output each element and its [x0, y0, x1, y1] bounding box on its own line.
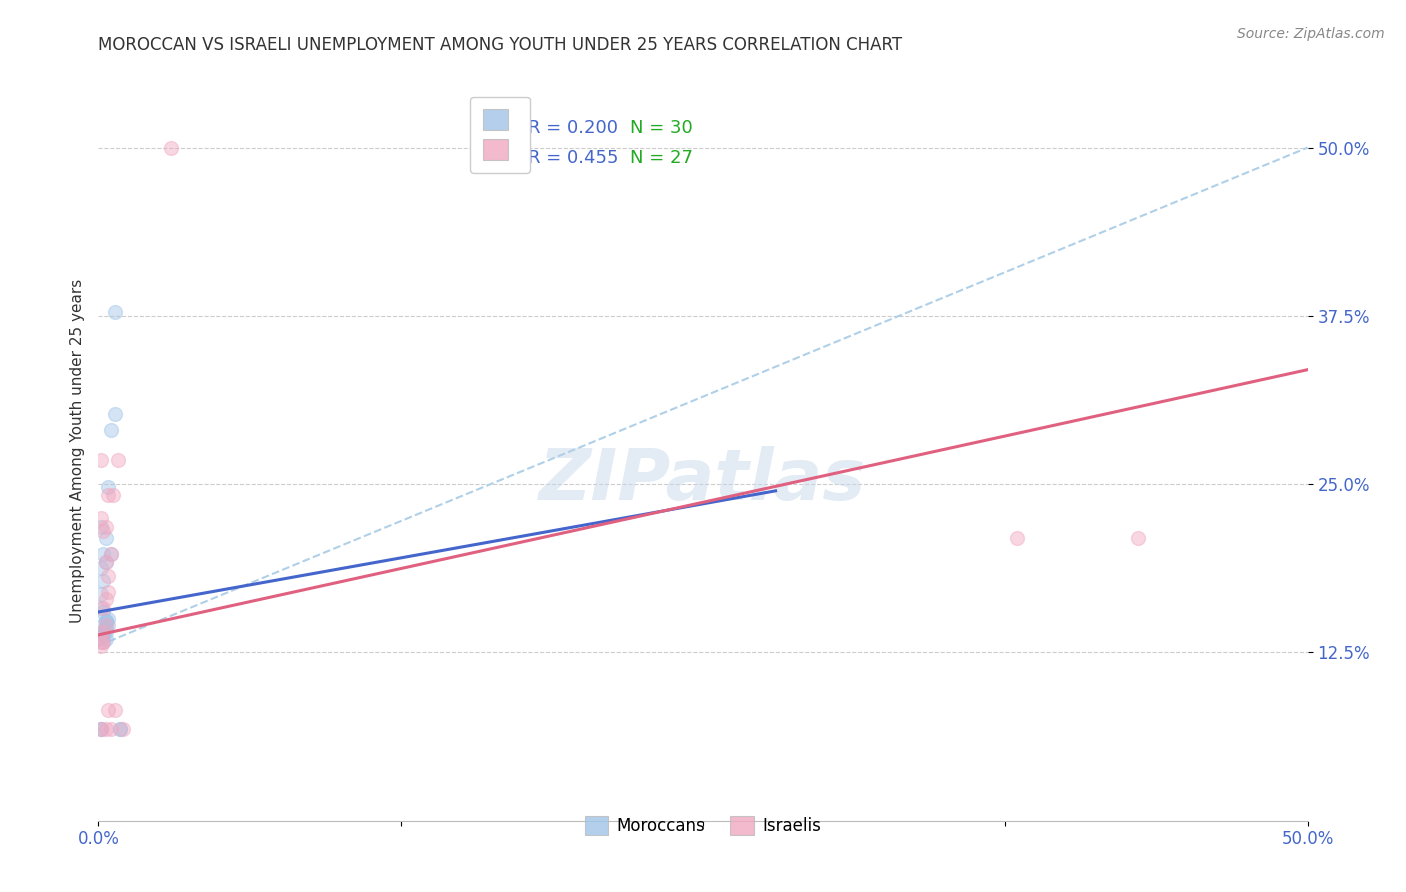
Point — [90, 634, 112, 648]
Point — [97, 568, 120, 582]
Point — [1007, 531, 1029, 545]
Point — [101, 488, 124, 502]
Point — [97, 618, 120, 632]
Point — [100, 722, 122, 736]
Point — [94, 618, 117, 632]
Point — [90, 639, 112, 653]
Point — [91, 634, 114, 648]
Point — [91, 634, 114, 648]
Text: MOROCCAN VS ISRAELI UNEMPLOYMENT AMONG YOUTH UNDER 25 YEARS CORRELATION CHART: MOROCCAN VS ISRAELI UNEMPLOYMENT AMONG Y… — [98, 36, 903, 54]
Point — [160, 140, 183, 154]
Point — [94, 615, 117, 629]
Point — [94, 591, 117, 606]
Point — [91, 628, 114, 642]
Text: R = 0.455: R = 0.455 — [527, 149, 619, 167]
Point — [94, 615, 117, 629]
Point — [90, 453, 112, 467]
Point — [90, 510, 112, 524]
Point — [100, 547, 122, 561]
Point — [91, 574, 114, 588]
Point — [104, 407, 127, 421]
Point — [90, 587, 112, 601]
Legend: Moroccans, Israelis: Moroccans, Israelis — [578, 809, 828, 842]
Point — [97, 488, 120, 502]
Point — [94, 722, 117, 736]
Point — [91, 625, 114, 640]
Point — [111, 722, 134, 736]
Point — [90, 625, 112, 640]
Point — [91, 547, 114, 561]
Point — [94, 520, 117, 534]
Point — [107, 453, 129, 467]
Point — [97, 584, 120, 599]
Point — [91, 605, 114, 619]
Point — [94, 625, 117, 640]
Point — [90, 722, 112, 736]
Point — [108, 722, 131, 736]
Point — [100, 423, 122, 437]
Point — [91, 618, 114, 632]
Point — [104, 305, 127, 319]
Point — [94, 555, 117, 569]
Point — [97, 480, 120, 494]
Point — [91, 524, 114, 539]
Point — [97, 612, 120, 626]
Point — [104, 703, 127, 717]
Point — [94, 621, 117, 635]
Text: Source: ZipAtlas.com: Source: ZipAtlas.com — [1237, 27, 1385, 41]
Text: ZIPatlas: ZIPatlas — [540, 446, 866, 515]
Point — [94, 632, 117, 646]
Point — [90, 722, 112, 736]
Point — [97, 703, 120, 717]
Point — [90, 520, 112, 534]
Text: N = 27: N = 27 — [630, 149, 693, 167]
Point — [90, 601, 112, 615]
Point — [90, 560, 112, 574]
Text: N = 30: N = 30 — [630, 120, 693, 137]
Point — [1128, 531, 1150, 545]
Point — [94, 555, 117, 569]
Point — [90, 722, 112, 736]
Point — [100, 547, 122, 561]
Text: R = 0.200: R = 0.200 — [527, 120, 617, 137]
Point — [94, 531, 117, 545]
Point — [108, 722, 131, 736]
Point — [91, 628, 114, 642]
Point — [91, 601, 114, 615]
Y-axis label: Unemployment Among Youth under 25 years: Unemployment Among Youth under 25 years — [69, 278, 84, 623]
